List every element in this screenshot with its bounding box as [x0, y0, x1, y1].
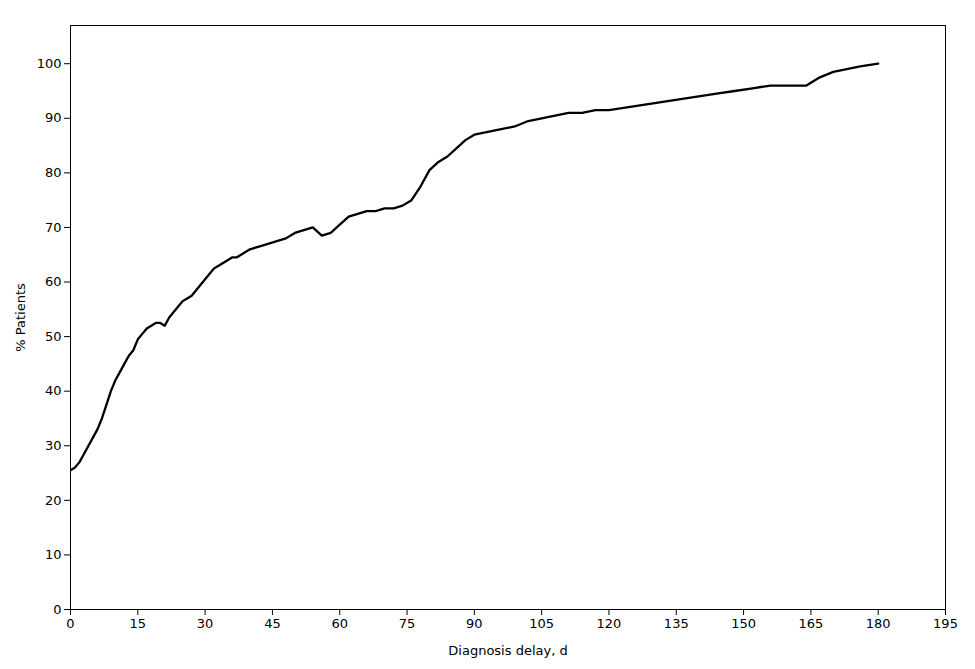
svg-text:0: 0 — [66, 616, 74, 631]
svg-text:180: 180 — [866, 616, 891, 631]
svg-text:50: 50 — [45, 329, 62, 344]
svg-text:90: 90 — [45, 110, 62, 125]
svg-text:135: 135 — [664, 616, 689, 631]
svg-text:75: 75 — [399, 616, 416, 631]
svg-text:150: 150 — [731, 616, 756, 631]
svg-text:100: 100 — [37, 56, 62, 71]
svg-text:40: 40 — [45, 383, 62, 398]
svg-text:10: 10 — [45, 547, 62, 562]
svg-text:90: 90 — [466, 616, 483, 631]
svg-text:60: 60 — [331, 616, 348, 631]
svg-text:120: 120 — [597, 616, 622, 631]
svg-text:15: 15 — [130, 616, 147, 631]
svg-text:165: 165 — [798, 616, 823, 631]
svg-text:60: 60 — [45, 274, 62, 289]
svg-text:30: 30 — [45, 438, 62, 453]
svg-text:70: 70 — [45, 220, 62, 235]
svg-text:0: 0 — [53, 602, 61, 617]
svg-text:30: 30 — [197, 616, 214, 631]
svg-text:105: 105 — [529, 616, 554, 631]
svg-text:Diagnosis delay, d: Diagnosis delay, d — [448, 643, 567, 658]
svg-text:20: 20 — [45, 493, 62, 508]
svg-text:80: 80 — [45, 165, 62, 180]
svg-text:195: 195 — [933, 616, 958, 631]
svg-text:45: 45 — [264, 616, 281, 631]
svg-text:% Patients: % Patients — [13, 283, 28, 352]
